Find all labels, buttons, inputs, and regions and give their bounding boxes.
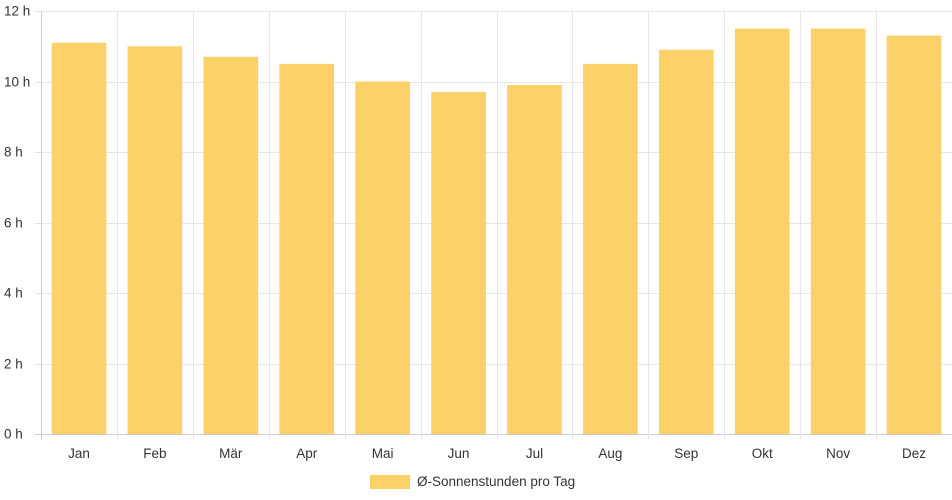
grid-lines <box>35 11 952 440</box>
x-tick-label: Jun <box>448 446 470 461</box>
bar-series <box>51 28 942 435</box>
bar-jun[interactable] <box>431 92 486 434</box>
y-tick-label: 0 h <box>4 427 23 442</box>
x-tick-label: Jan <box>68 446 90 461</box>
bar-feb[interactable] <box>127 46 183 434</box>
y-tick-label: 4 h <box>4 286 23 301</box>
bar-mär[interactable] <box>203 56 259 434</box>
y-tick-label: 6 h <box>4 216 23 231</box>
x-tick-label: Mär <box>219 446 243 461</box>
y-tick-label: 12 h <box>4 4 30 19</box>
x-tick-label: Nov <box>826 446 850 461</box>
legend[interactable]: Ø-Sonnenstunden pro Tag <box>370 474 575 489</box>
x-tick-label: Mai <box>372 446 394 461</box>
legend-label[interactable]: Ø-Sonnenstunden pro Tag <box>417 474 575 489</box>
y-tick-label: 2 h <box>4 357 23 372</box>
bar-aug[interactable] <box>583 63 638 434</box>
bar-nov[interactable] <box>810 28 866 434</box>
bar-dez[interactable] <box>886 35 942 435</box>
y-tick-label: 10 h <box>4 75 30 90</box>
x-tick-label: Apr <box>296 446 318 461</box>
bar-jul[interactable] <box>507 85 562 435</box>
axes: 0 h 2 h 4 h 6 h 8 h 10 h 12 h Jan Feb Mär Apr Mai Ju… <box>4 4 926 462</box>
x-tick-label: Sep <box>674 446 698 461</box>
x-tick-label: Feb <box>143 446 166 461</box>
bar-apr[interactable] <box>279 63 335 434</box>
bar-jan[interactable] <box>51 42 107 434</box>
legend-swatch[interactable] <box>370 475 410 489</box>
y-tick-label: 8 h <box>4 145 23 160</box>
x-tick-label: Dez <box>902 446 926 461</box>
bar-okt[interactable] <box>734 28 790 434</box>
x-tick-label: Okt <box>752 446 773 461</box>
bar-mai[interactable] <box>355 81 410 435</box>
x-tick-label: Aug <box>598 446 622 461</box>
bar-sep[interactable] <box>658 49 714 435</box>
x-tick-label: Jul <box>526 446 543 461</box>
